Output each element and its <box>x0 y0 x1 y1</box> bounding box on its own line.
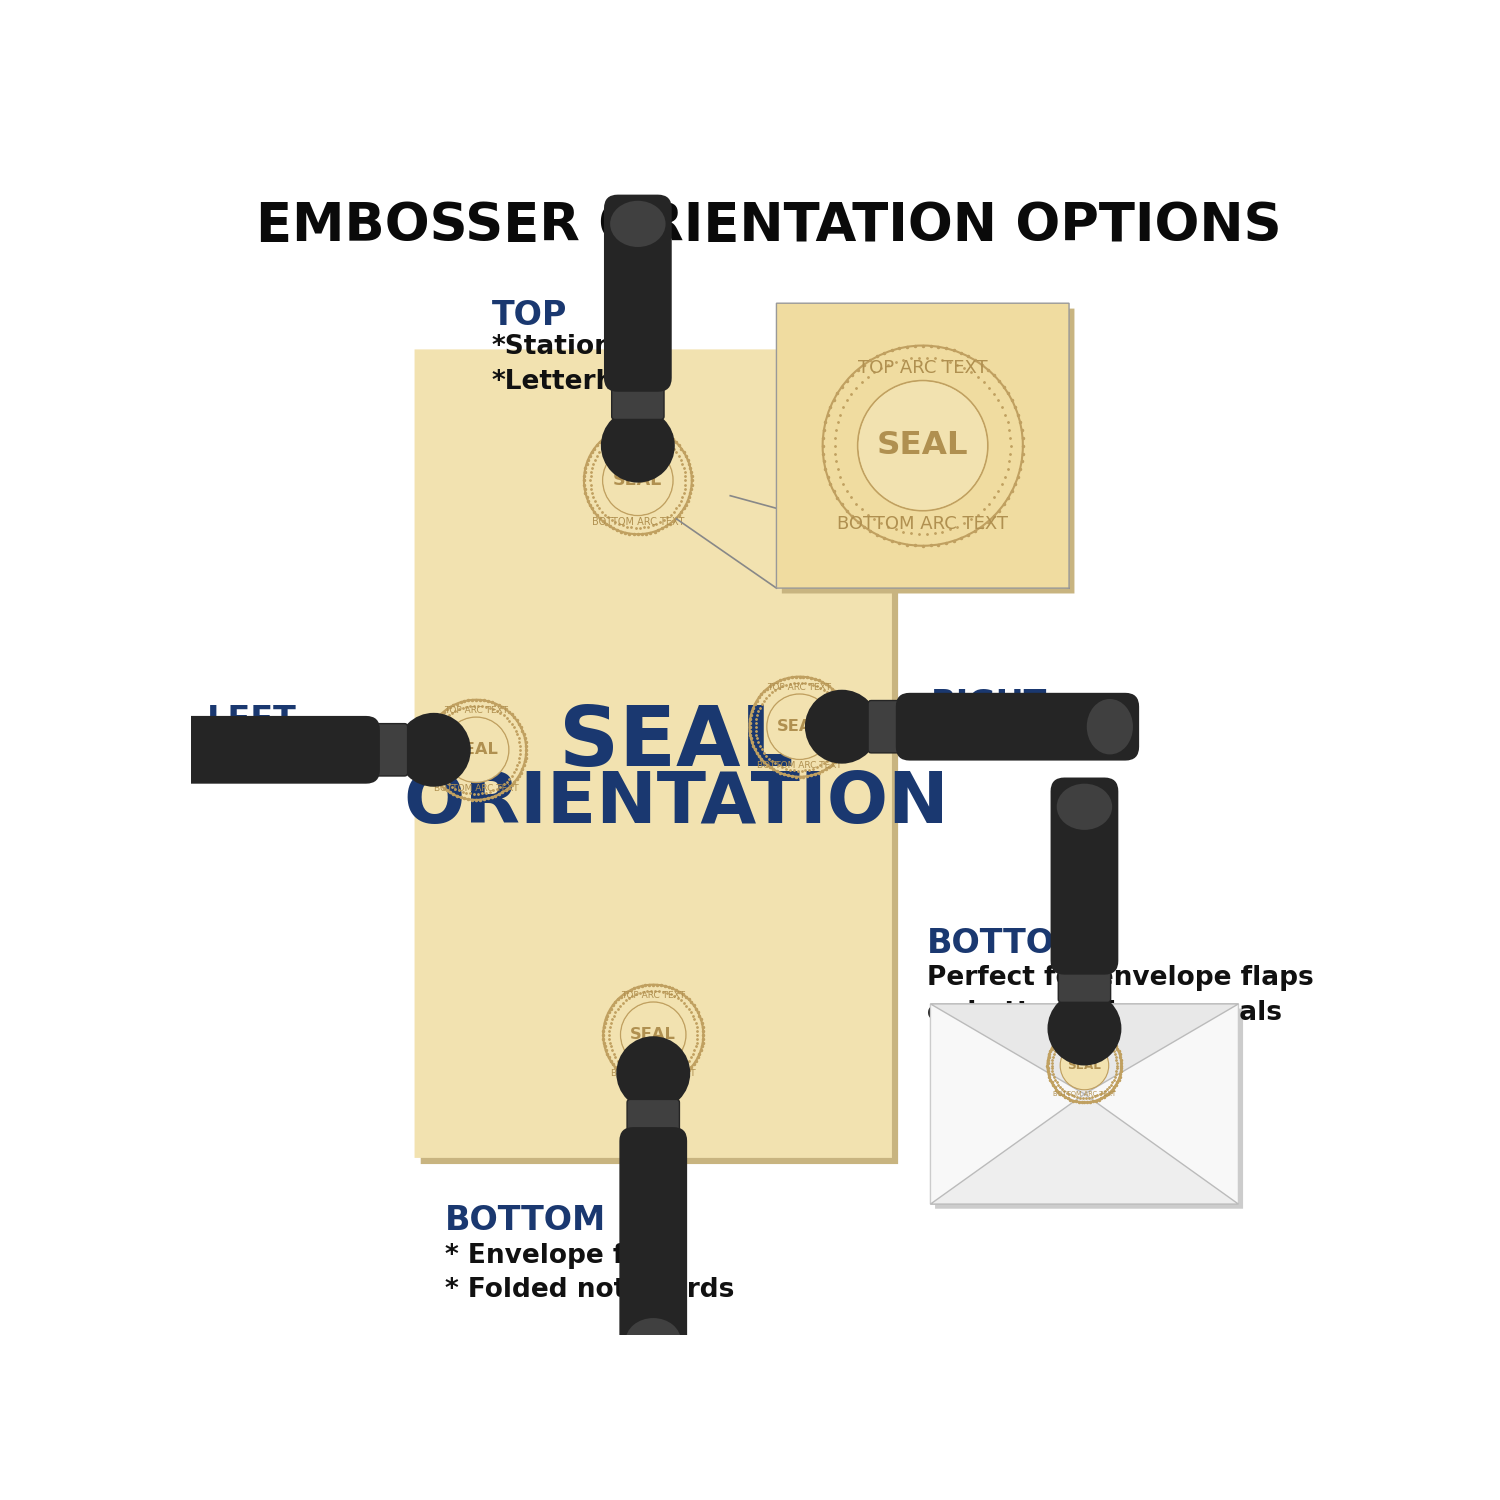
FancyBboxPatch shape <box>782 309 1074 594</box>
Text: BOTTOM ARC TEXT: BOTTOM ARC TEXT <box>758 760 842 770</box>
Circle shape <box>1047 992 1122 1065</box>
FancyBboxPatch shape <box>627 1100 680 1148</box>
FancyBboxPatch shape <box>1050 777 1119 975</box>
Text: RIGHT: RIGHT <box>930 688 1047 722</box>
Circle shape <box>806 690 879 764</box>
FancyBboxPatch shape <box>620 1126 687 1371</box>
Text: EMBOSSER ORIENTATION OPTIONS: EMBOSSER ORIENTATION OPTIONS <box>256 200 1281 252</box>
FancyBboxPatch shape <box>420 356 898 1164</box>
FancyBboxPatch shape <box>930 1004 1239 1204</box>
Circle shape <box>1060 1042 1108 1089</box>
Circle shape <box>768 694 831 759</box>
Text: SEAL: SEAL <box>453 742 500 758</box>
Text: SEAL: SEAL <box>630 1028 676 1042</box>
Text: *Not Common: *Not Common <box>207 742 411 768</box>
Text: BOTTOM ARC TEXT: BOTTOM ARC TEXT <box>433 784 519 794</box>
Circle shape <box>616 1036 690 1110</box>
Text: *Stationery: *Stationery <box>492 334 662 360</box>
Circle shape <box>603 446 672 514</box>
Ellipse shape <box>610 201 666 248</box>
FancyBboxPatch shape <box>358 723 408 776</box>
Ellipse shape <box>1088 699 1132 754</box>
FancyBboxPatch shape <box>896 693 1138 760</box>
Circle shape <box>398 712 471 788</box>
Text: BOTTOM: BOTTOM <box>927 927 1088 960</box>
Text: SEAL: SEAL <box>878 430 969 460</box>
Text: ORIENTATION: ORIENTATION <box>404 770 950 838</box>
FancyBboxPatch shape <box>612 370 664 420</box>
Text: SEAL: SEAL <box>614 471 663 489</box>
FancyBboxPatch shape <box>604 195 672 392</box>
Text: BOTTOM ARC TEXT: BOTTOM ARC TEXT <box>837 514 1008 532</box>
FancyBboxPatch shape <box>777 303 1070 588</box>
Text: TOP: TOP <box>492 300 567 333</box>
Text: BOTTOM: BOTTOM <box>446 1204 606 1237</box>
Circle shape <box>621 1002 686 1066</box>
Text: * Folded note cards: * Folded note cards <box>446 1278 735 1304</box>
Circle shape <box>444 718 509 782</box>
Text: BOTTOM ARC TEXT: BOTTOM ARC TEXT <box>1053 1092 1116 1098</box>
Text: or bottom of page seals: or bottom of page seals <box>927 1000 1281 1026</box>
Polygon shape <box>930 1094 1239 1204</box>
Text: BOTTOM ARC TEXT: BOTTOM ARC TEXT <box>591 518 684 528</box>
Text: TOP ARC TEXT: TOP ARC TEXT <box>444 706 509 716</box>
FancyBboxPatch shape <box>934 1008 1244 1209</box>
Text: LEFT: LEFT <box>207 704 297 736</box>
Ellipse shape <box>626 1318 681 1365</box>
Text: TOP ARC TEXT: TOP ARC TEXT <box>768 682 831 692</box>
Text: SEAL: SEAL <box>777 718 822 734</box>
Text: SEAL: SEAL <box>560 702 794 783</box>
Text: * Envelope flaps: * Envelope flaps <box>446 1242 687 1269</box>
FancyBboxPatch shape <box>136 716 380 783</box>
FancyBboxPatch shape <box>414 350 892 1158</box>
FancyBboxPatch shape <box>1059 954 1110 1002</box>
Ellipse shape <box>1056 783 1112 830</box>
Text: Perfect for envelope flaps: Perfect for envelope flaps <box>927 966 1314 992</box>
Text: SEAL: SEAL <box>1068 1059 1101 1072</box>
Text: TOP ARC TEXT: TOP ARC TEXT <box>621 992 686 1000</box>
Text: BOTTOM ARC TEXT: BOTTOM ARC TEXT <box>610 1070 696 1078</box>
Text: *Letterhead: *Letterhead <box>492 369 669 394</box>
Polygon shape <box>930 1004 1239 1094</box>
Text: TOP ARC TEXT: TOP ARC TEXT <box>603 433 674 444</box>
Text: * Book page: * Book page <box>930 726 1110 753</box>
Ellipse shape <box>142 722 189 777</box>
Circle shape <box>602 408 675 483</box>
FancyBboxPatch shape <box>868 700 916 753</box>
Text: TOP ARC TEXT: TOP ARC TEXT <box>1060 1034 1108 1040</box>
Text: TOP ARC TEXT: TOP ARC TEXT <box>858 358 987 376</box>
Circle shape <box>858 381 987 510</box>
